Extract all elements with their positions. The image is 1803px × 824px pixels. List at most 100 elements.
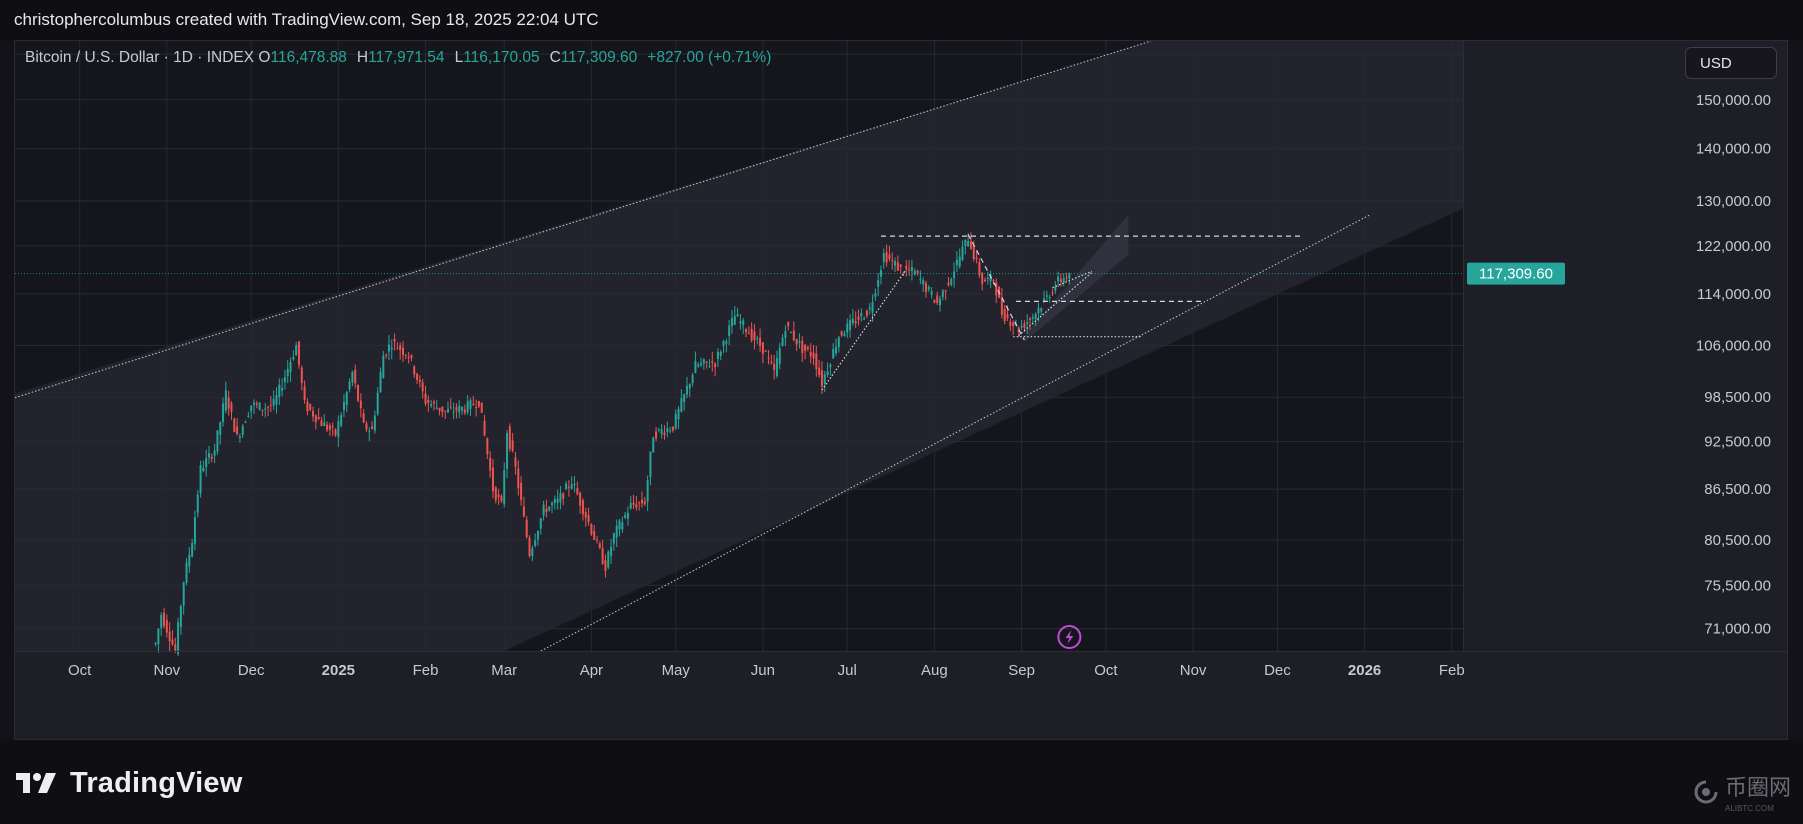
candle-body [933, 299, 936, 303]
candle-body [494, 487, 497, 501]
candle-body [891, 259, 894, 261]
candle-body [278, 384, 281, 397]
candle-body [941, 290, 944, 297]
candle-body [638, 502, 641, 504]
candle-body [736, 314, 739, 317]
last-price-tag: 117,309.60 [1467, 262, 1565, 285]
candle-body [458, 405, 461, 413]
candle-body [964, 239, 967, 247]
lightning-icon-ring [1057, 625, 1082, 649]
candle-body [303, 386, 306, 400]
candle-body [576, 488, 579, 495]
candle-body [632, 502, 635, 505]
candle-body [913, 270, 916, 275]
candle-body [286, 368, 289, 376]
candle-body [191, 543, 194, 557]
candle-body [542, 504, 545, 516]
candle-body [857, 316, 860, 321]
candle-body [981, 272, 984, 284]
y-tick-label: 122,000.00 [1696, 238, 1771, 255]
candles-group [154, 232, 1071, 657]
candle-body [230, 403, 233, 412]
candle-body [714, 363, 717, 368]
candle-body [480, 402, 483, 413]
candle-body [899, 264, 902, 267]
candle-body [573, 484, 576, 486]
candle-body [539, 518, 542, 529]
candle-body [373, 415, 376, 431]
candle-body [787, 322, 790, 327]
currency-button[interactable]: USD [1685, 47, 1777, 79]
candle-body [236, 426, 239, 435]
candle-body [160, 614, 163, 629]
candle-body [671, 426, 674, 431]
candle-body [742, 320, 745, 326]
candle-body [756, 338, 759, 340]
candle-body [227, 397, 230, 409]
lightning-icon[interactable] [1057, 625, 1082, 649]
candle-body [747, 333, 750, 335]
candle-body [469, 400, 472, 409]
x-tick-label: 2025 [322, 662, 355, 679]
annotation-trendline [967, 234, 1025, 341]
y-tick-label: 114,000.00 [1697, 286, 1771, 303]
candle-body [885, 252, 888, 263]
candle-body [199, 465, 202, 494]
last-price-tag-bg [1467, 262, 1565, 285]
candle-body [995, 282, 998, 296]
candle-body [1051, 292, 1054, 294]
x-tick-label: Mar [491, 662, 517, 679]
candle-body [896, 262, 899, 271]
candle-body [1059, 279, 1062, 282]
candle-body [163, 612, 166, 627]
x-tick-label: Apr [580, 662, 603, 679]
candle-body [984, 279, 987, 282]
candle-body [610, 546, 613, 557]
candle-body [168, 631, 171, 642]
y-tick-label: 150,000.00 [1696, 92, 1771, 109]
annotation-trendline [821, 269, 907, 391]
candle-body [297, 341, 300, 365]
candle-body [660, 429, 663, 434]
candle-body [157, 628, 160, 645]
candle-body [269, 404, 272, 406]
candle-body [193, 517, 196, 544]
candle-body [1000, 297, 1003, 315]
candle-body [798, 341, 801, 343]
candle-body [545, 508, 548, 513]
candle-body [910, 266, 913, 271]
ohlc-legend: Bitcoin / U.S. Dollar · 1D · INDEX O116,… [25, 49, 771, 67]
chart-panel[interactable]: 71,000.00 75,500.00 80,500.00 86,500.00 92,5… [14, 40, 1788, 740]
candle-body [483, 420, 486, 436]
candle-body [708, 365, 711, 367]
candle-body [444, 410, 447, 412]
candle-body [1023, 323, 1026, 328]
x-tick-label: May [662, 662, 691, 679]
candle-body [815, 353, 818, 370]
candle-body [312, 410, 315, 417]
candle-body [840, 331, 843, 336]
candle-body [317, 417, 320, 420]
candle-body [750, 328, 753, 341]
candle-body [767, 357, 770, 359]
candle-body [258, 402, 261, 410]
candle-body [1040, 308, 1043, 312]
price-chart[interactable]: 71,000.00 75,500.00 80,500.00 86,500.00 92,5… [15, 41, 1787, 739]
candle-body [376, 392, 379, 414]
candle-body [674, 413, 677, 429]
candle-body [393, 339, 396, 342]
candle-body [362, 413, 365, 423]
candle-body [165, 619, 168, 633]
candle-body [851, 318, 854, 324]
candle-body [812, 352, 815, 359]
candle-body [342, 401, 345, 410]
candle-body [477, 400, 480, 407]
candle-body [854, 321, 857, 324]
candle-body [986, 277, 989, 279]
candle-body [174, 644, 177, 651]
candle-body [213, 450, 216, 456]
candle-body [950, 278, 953, 285]
candle-body [241, 426, 244, 435]
tradingview-logo[interactable]: TradingView [16, 766, 243, 800]
candle-body [596, 539, 599, 541]
